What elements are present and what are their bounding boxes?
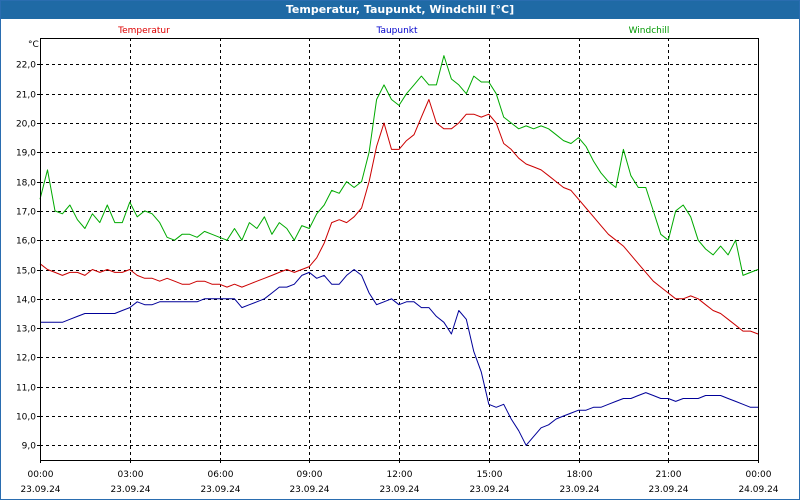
x-tick-time: 12:00 <box>387 470 413 480</box>
series-lines <box>39 55 759 446</box>
x-tick-time: 18:00 <box>567 470 593 480</box>
y-tick-label: 15,0 <box>16 267 36 277</box>
legend-entry-temperatur: Temperatur <box>117 26 170 36</box>
x-tick-date: 23.09.24 <box>289 485 329 495</box>
x-tick-time: 09:00 <box>297 470 323 480</box>
x-tick-time: 21:00 <box>656 470 682 480</box>
y-tick-label: 20,0 <box>16 120 36 130</box>
y-tick-label: 13,0 <box>16 325 36 335</box>
y-tick-label: 19,0 <box>16 149 36 159</box>
window-title: Temperatur, Taupunkt, Windchill [°C] <box>1 1 799 19</box>
grid-lines <box>37 38 759 463</box>
x-tick-time: 00:00 <box>746 470 772 480</box>
plot-area-border <box>40 38 759 461</box>
x-tick-time: 00:00 <box>28 470 54 480</box>
x-tick-time: 03:00 <box>118 470 144 480</box>
y-tick-labels: 9,0 10,0 11,0 12,0 13,0 14,0 15,0 16,0 17,0 18,0 1… <box>16 61 36 452</box>
x-tick-date: 23.09.24 <box>20 485 60 495</box>
x-tick-date: 23.09.24 <box>559 485 599 495</box>
series-line-windchill <box>39 55 759 276</box>
legend-entry-taupunkt: Taupunkt <box>375 26 418 36</box>
series-line-temperatur <box>39 99 759 335</box>
y-tick-label: 9,0 <box>22 442 37 452</box>
x-tick-time: 06:00 <box>208 470 234 480</box>
legend: Temperatur Taupunkt Windchill <box>117 26 669 36</box>
y-tick-label: 11,0 <box>16 384 36 394</box>
y-tick-label: 21,0 <box>16 91 36 101</box>
x-tick-date: 23.09.24 <box>648 485 688 495</box>
legend-entry-windchill: Windchill <box>629 26 670 36</box>
y-tick-label: 16,0 <box>16 237 36 247</box>
x-tick-date: 23.09.24 <box>200 485 240 495</box>
y-tick-label: 18,0 <box>16 179 36 189</box>
x-tick-time: 15:00 <box>477 470 503 480</box>
series-line-taupunkt <box>40 269 758 446</box>
x-tick-date: 24.09.24 <box>738 485 778 495</box>
y-tick-label: 12,0 <box>16 354 36 364</box>
y-tick-label: 22,0 <box>16 61 36 71</box>
x-tick-date: 23.09.24 <box>469 485 509 495</box>
y-axis-label: °C <box>28 40 39 50</box>
x-tick-date: 23.09.24 <box>110 485 150 495</box>
y-tick-label: 10,0 <box>16 413 36 423</box>
x-tick-labels: 00:00 23.09.24 03:00 23.09.24 06:00 23.09.24 0… <box>20 470 778 495</box>
x-tick-date: 23.09.24 <box>379 485 419 495</box>
y-tick-label: 14,0 <box>16 296 36 306</box>
y-tick-label: 17,0 <box>16 208 36 218</box>
